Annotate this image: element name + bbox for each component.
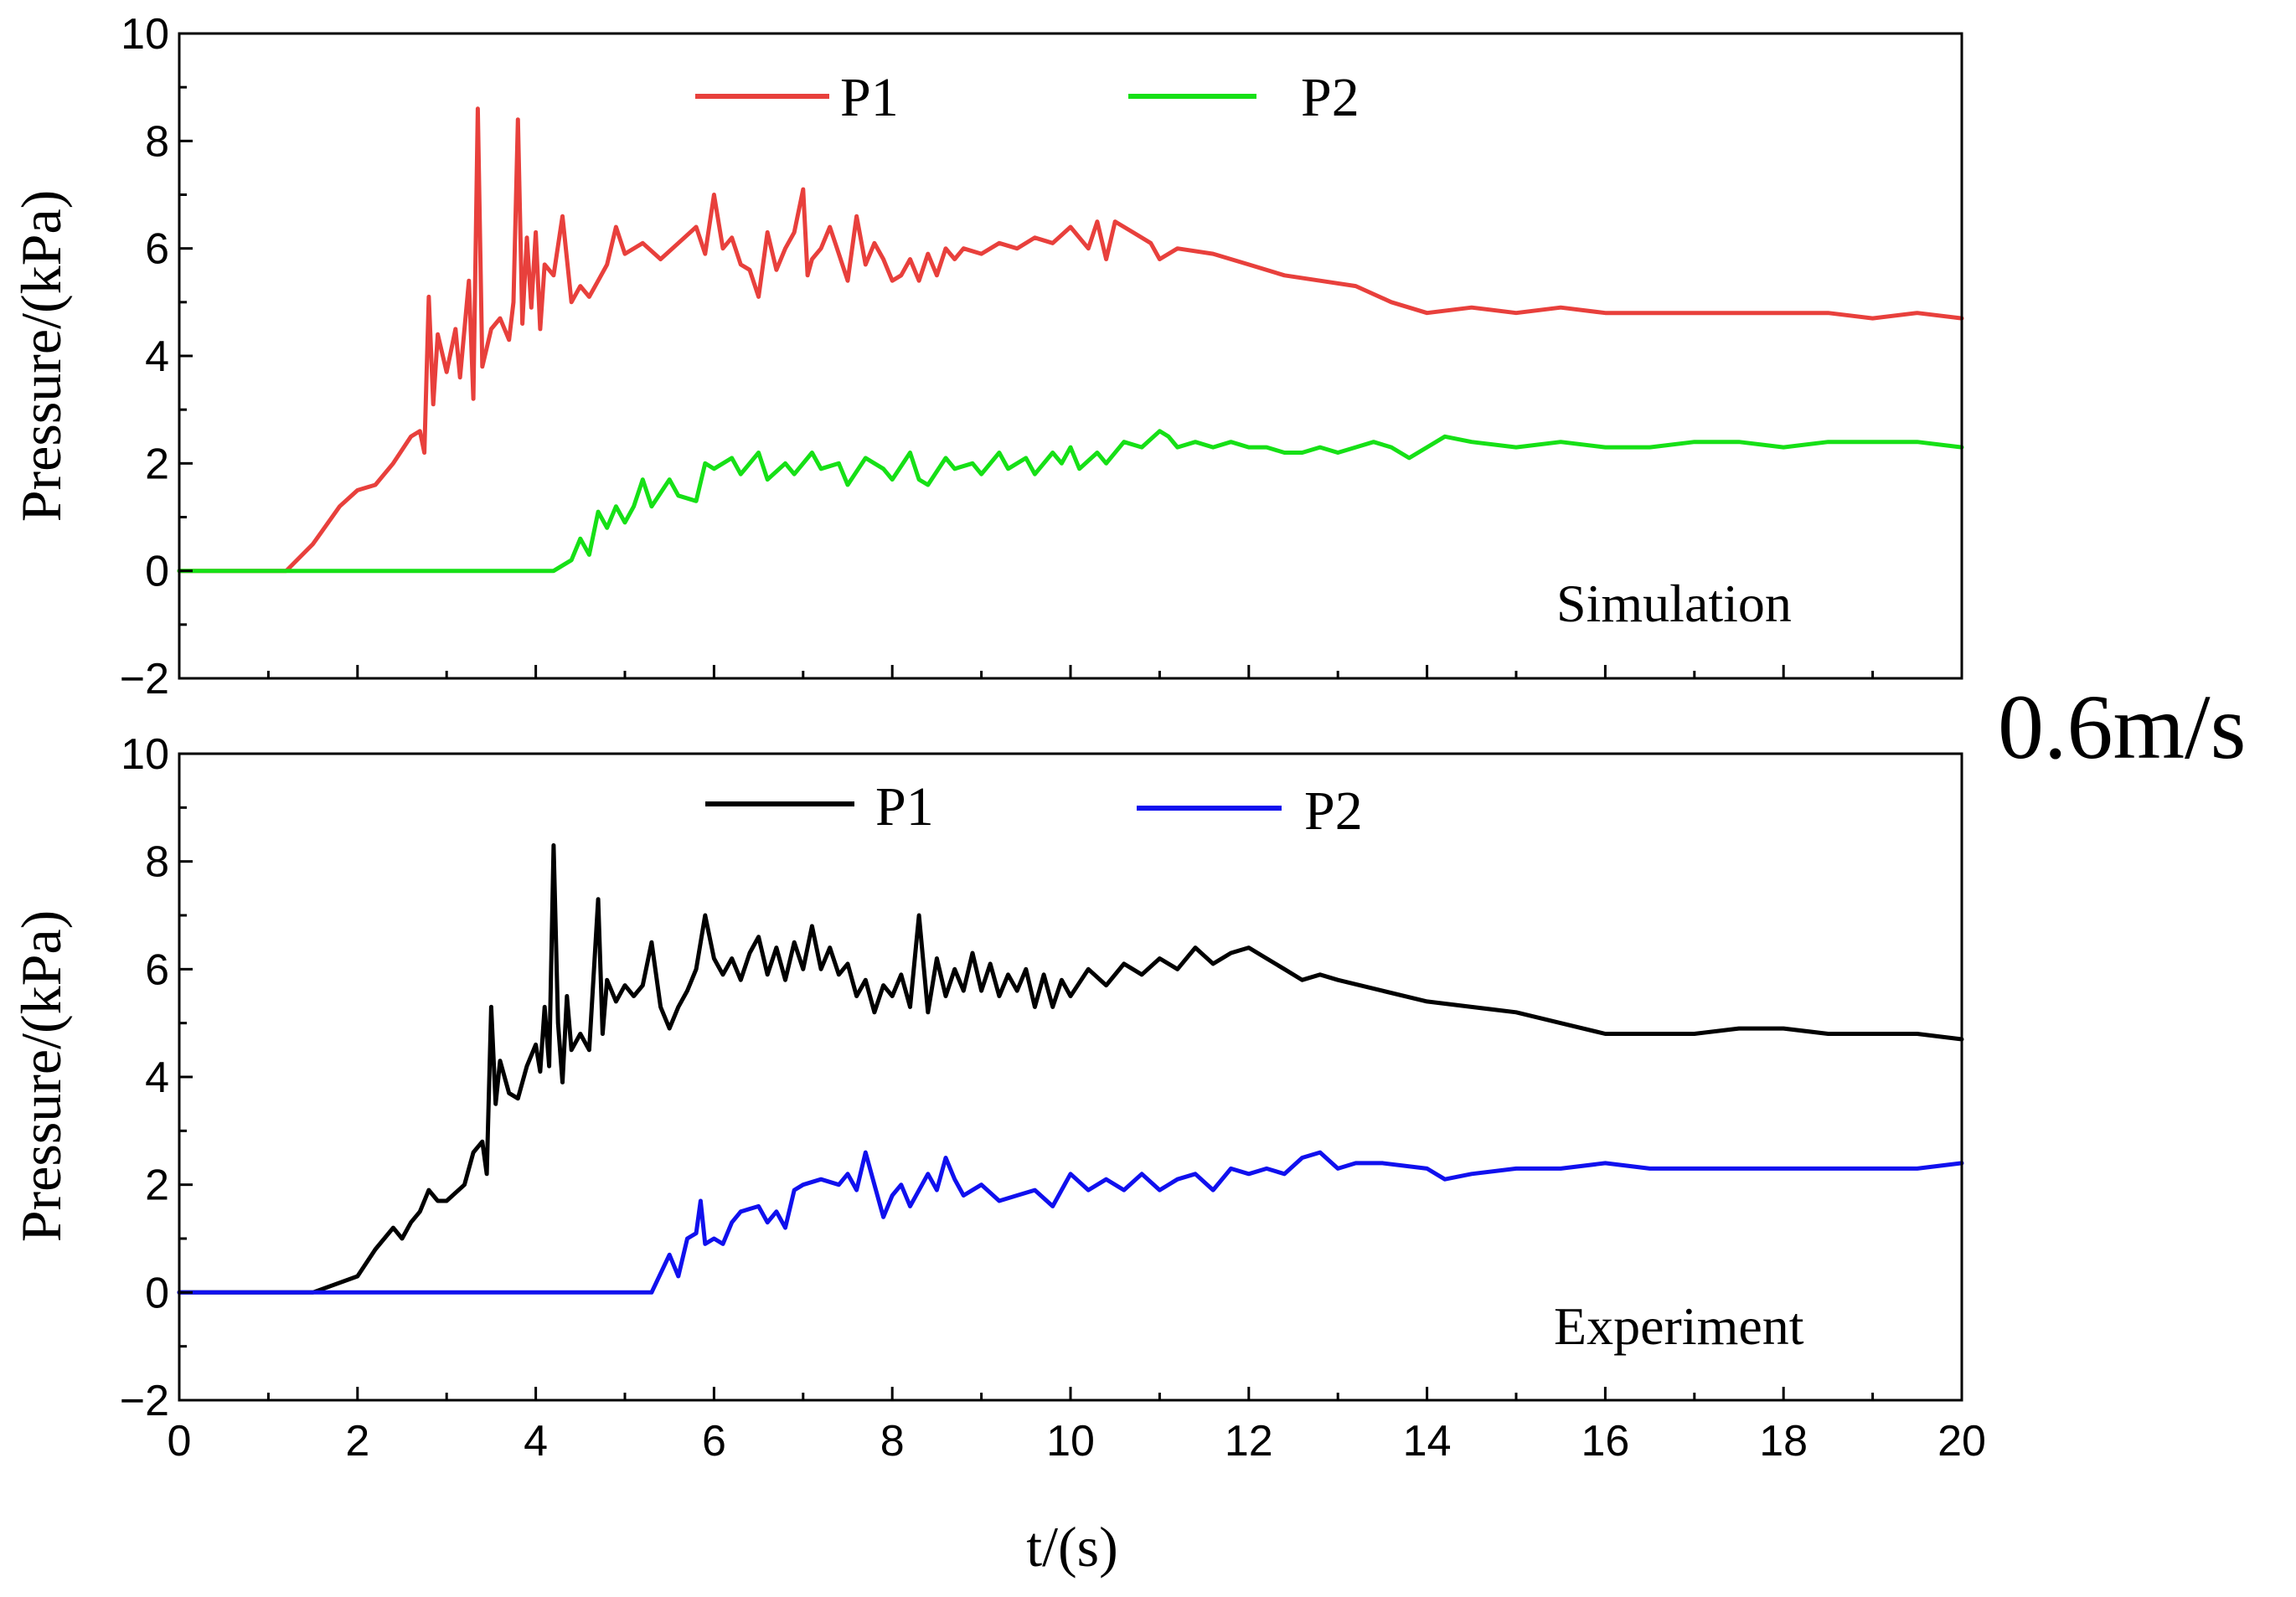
experiment-x-tick-label: 4	[524, 1417, 548, 1466]
experiment-series-p1-line	[177, 842, 1964, 1295]
simulation-annotation: Simulation	[1556, 574, 1792, 633]
simulation-y-tick-label: 8	[145, 117, 169, 166]
speed-label: 0.6m/s	[1998, 676, 2246, 778]
simulation-y-tick-label: 2	[145, 440, 169, 488]
simulation-series-p2-line	[177, 429, 1964, 574]
simulation-y-tick-label: −2	[120, 655, 169, 703]
simulation-y-tick-label: 4	[145, 332, 169, 381]
experiment-y-tick-label: 4	[145, 1054, 169, 1102]
experiment-series-layer	[177, 842, 1964, 1295]
simulation-y-tick-label: 0	[145, 548, 169, 596]
legend-label-exp-p1: P1	[875, 776, 934, 837]
experiment-x-tick-label: 12	[1225, 1417, 1273, 1466]
experiment-y-axis-title: Pressure/(kPa)	[9, 910, 73, 1243]
simulation-legend: P1 P2	[695, 67, 1360, 128]
experiment-y-tick-label: 10	[121, 730, 169, 779]
simulation-ticks-layer: −2 0 2 4 6 8 10	[120, 10, 1963, 703]
experiment-series-p2-line	[177, 1150, 1964, 1295]
experiment-x-tick-label: 8	[880, 1417, 905, 1466]
simulation-y-axis-title: Pressure/(kPa)	[9, 190, 73, 523]
experiment-x-tick-label: 0	[168, 1417, 192, 1466]
experiment-y-tick-label: 6	[145, 945, 169, 994]
simulation-panel: −2 0 2 4 6 8 10 P1 P2 Simulation Pressure/(kPa…	[9, 10, 1964, 703]
simulation-series-layer	[177, 106, 1964, 574]
experiment-x-tick-label: 20	[1937, 1417, 1986, 1466]
experiment-y-tick-label: 0	[145, 1269, 169, 1317]
experiment-x-tick-label: 10	[1046, 1417, 1095, 1466]
experiment-x-tick-label: 6	[702, 1417, 726, 1466]
experiment-annotation: Experiment	[1554, 1296, 1804, 1356]
experiment-x-tick-label: 16	[1581, 1417, 1629, 1466]
x-axis-title: t/(s)	[1026, 1515, 1118, 1579]
legend-label-sim-p2: P2	[1301, 67, 1360, 128]
experiment-x-tick-label: 18	[1759, 1417, 1808, 1466]
experiment-legend: P1 P2	[705, 776, 1363, 842]
experiment-y-tick-label: 2	[145, 1162, 169, 1210]
experiment-y-tick-label: −2	[120, 1377, 169, 1425]
simulation-series-p1-line	[177, 106, 1964, 574]
experiment-x-tick-label: 14	[1403, 1417, 1452, 1466]
legend-label-sim-p1: P1	[840, 67, 899, 128]
simulation-y-tick-label: 6	[145, 225, 169, 274]
experiment-x-tick-label: 2	[345, 1417, 369, 1466]
experiment-y-tick-label: 8	[145, 838, 169, 887]
legend-label-exp-p2: P2	[1304, 780, 1363, 842]
simulation-y-tick-label: 10	[121, 10, 169, 59]
